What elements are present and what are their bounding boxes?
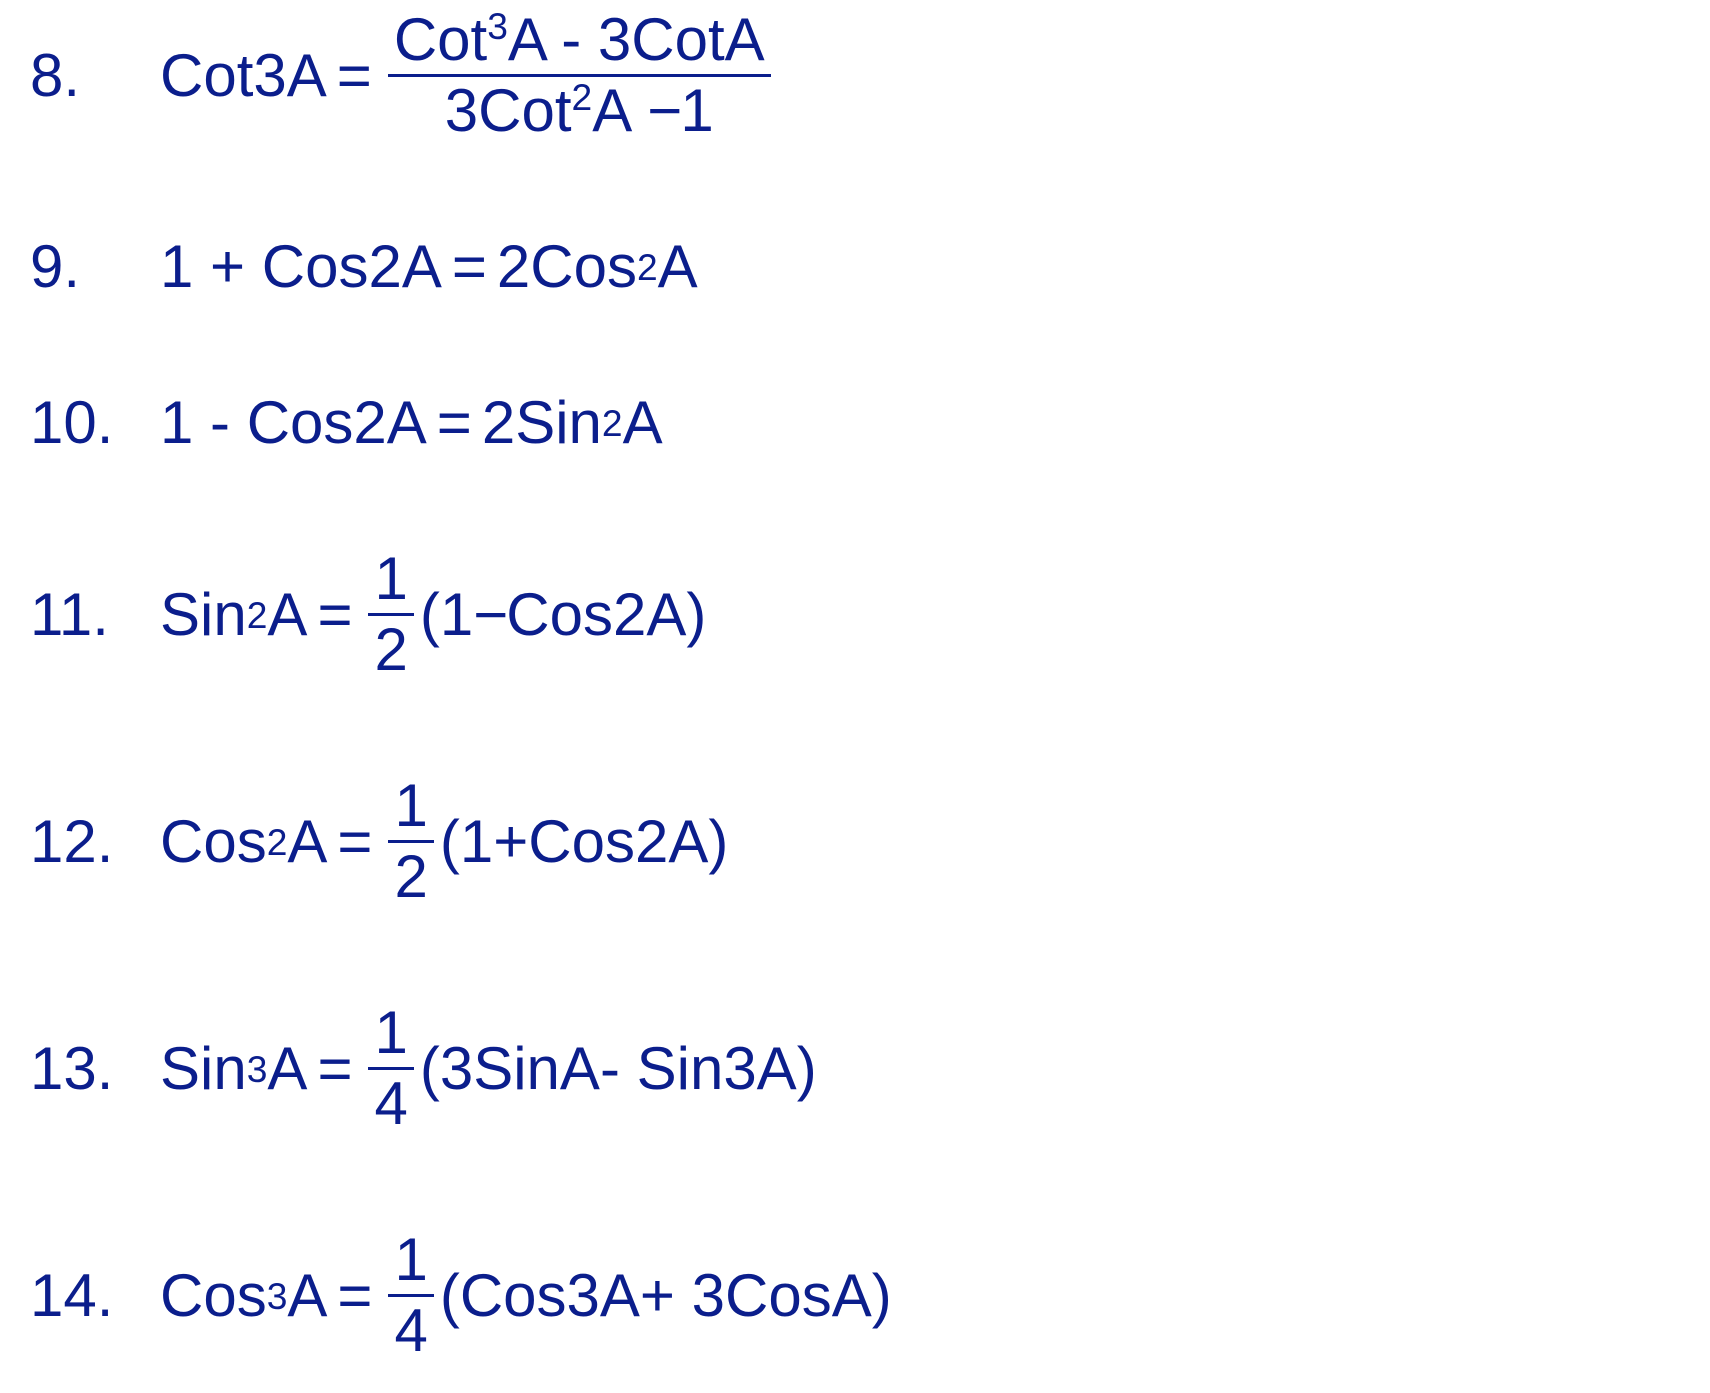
fraction-denominator: 4 [388,1297,433,1361]
lhs-text: A [287,812,327,872]
formula-row: 8. Cot3A = Cot3A - 3CotA 3Cot2A−1 [30,10,1680,141]
rhs-text: (1 [440,812,493,872]
formula-expression: Cos 2 A = 1 2 (1+Cos2A) [160,776,728,907]
fraction-denominator: 2 [388,843,433,907]
lhs-text: Cos [160,1266,267,1326]
formula-number: 10. [30,393,160,453]
rhs-text: (Cos3A+ 3CosA) [440,1266,892,1326]
formula-row: 9. 1 + Cos2A = 2Cos2A [30,237,1680,297]
rhs-text: A [623,393,663,453]
lhs-text: Sin [160,1039,247,1099]
formula-expression: Cot3A = Cot3A - 3CotA 3Cot2A−1 [160,10,777,141]
lhs-text: A [287,1266,327,1326]
den-part: 1 [680,77,713,144]
equals-sign: = [452,237,487,297]
rhs-op: + [493,812,528,872]
rhs-text: 2Sin [482,393,602,453]
formula-number: 8. [30,46,160,106]
fraction-numerator: 1 [388,1230,433,1297]
formula-row: 12. Cos 2 A = 1 2 (1+Cos2A) [30,776,1680,907]
lhs-text: A [267,1039,307,1099]
equals-sign: = [337,812,372,872]
num-part: Cot [394,6,487,73]
formula-expression: 1 - Cos2A = 2Sin2A [160,393,663,453]
lhs-text: 1 + Cos2A [160,237,442,297]
formula-number: 9. [30,237,160,297]
equals-sign: = [337,1266,372,1326]
equals-sign: = [437,393,472,453]
fraction-denominator: 4 [368,1070,413,1134]
rhs-op: − [473,585,506,645]
formula-expression: Sin3A = 1 4 (3SinA- Sin3A) [160,1003,817,1134]
formula-number: 14. [30,1266,160,1326]
rhs-text: A [658,237,698,297]
fraction: Cot3A - 3CotA 3Cot2A−1 [388,10,771,141]
den-part: 3Cot [445,77,572,144]
formula-number: 11. [30,585,160,645]
fraction-denominator: 3Cot2A−1 [439,77,720,141]
fraction-numerator: 1 [388,776,433,843]
formula-number: 12. [30,812,160,872]
lhs-text: A [267,585,307,645]
equals-sign: = [317,1039,352,1099]
fraction-denominator: 2 [368,616,413,680]
lhs-text: Cos [160,812,267,872]
fraction-numerator: Cot3A - 3CotA [388,10,771,77]
fraction: 1 2 [368,549,413,680]
formula-row: 10. 1 - Cos2A = 2Sin2A [30,393,1680,453]
fraction: 1 4 [388,1230,433,1361]
fraction-numerator: 1 [368,549,413,616]
rhs-text: 2Cos [497,237,637,297]
formula-row: 14. Cos3A = 1 4 (Cos3A+ 3CosA) [30,1230,1680,1361]
lhs-text: 1 - Cos2A [160,393,427,453]
lhs-text: Sin [160,585,247,645]
rhs-text: (3SinA- Sin3A) [420,1039,817,1099]
formula-expression: Cos3A = 1 4 (Cos3A+ 3CosA) [160,1230,892,1361]
superscript: 2 [572,76,593,118]
lhs-text: Cot3A [160,46,327,106]
formula-number: 13. [30,1039,160,1099]
rhs-text: Cos2A) [528,812,728,872]
formula-expression: Sin 2 A = 1 2 (1−Cos2A) [160,549,706,680]
fraction: 1 2 [388,776,433,907]
num-part: A - 3CotA [508,6,765,73]
formula-page: 8. Cot3A = Cot3A - 3CotA 3Cot2A−1 9. 1 +… [0,0,1710,1391]
fraction: 1 4 [368,1003,413,1134]
formula-expression: 1 + Cos2A = 2Cos2A [160,237,698,297]
rhs-text: Cos2A) [506,585,706,645]
formula-row: 13. Sin3A = 1 4 (3SinA- Sin3A) [30,1003,1680,1134]
formula-row: 11. Sin 2 A = 1 2 (1−Cos2A) [30,549,1680,680]
equals-sign: = [337,46,372,106]
superscript: 3 [487,5,508,47]
den-part: A [592,77,632,144]
den-op: − [647,77,680,144]
fraction-numerator: 1 [368,1003,413,1070]
rhs-text: (1 [420,585,473,645]
equals-sign: = [317,585,352,645]
